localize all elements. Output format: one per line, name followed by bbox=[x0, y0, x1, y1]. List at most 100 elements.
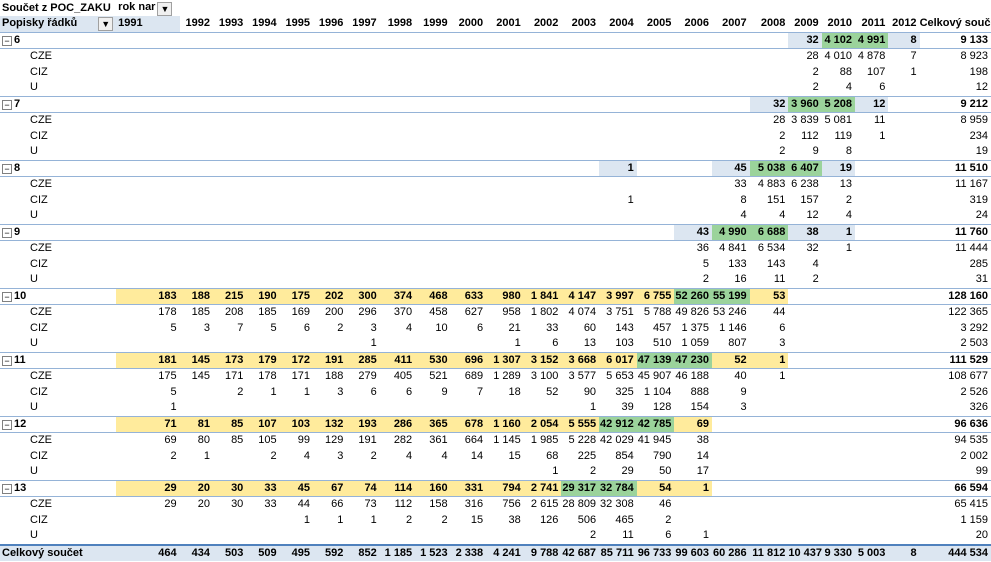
group-total-cell bbox=[246, 31, 280, 49]
group-label[interactable]: −7 bbox=[0, 95, 117, 113]
detail-label[interactable]: CIZ bbox=[30, 129, 48, 142]
detail-cell bbox=[486, 528, 524, 545]
detail-label[interactable]: CZE bbox=[30, 370, 52, 383]
group-total-cell: 6 755 bbox=[636, 287, 675, 305]
detail-cell bbox=[712, 65, 750, 81]
detail-label[interactable]: CIZ bbox=[30, 321, 48, 334]
group-label[interactable]: −10 bbox=[0, 287, 117, 305]
detail-cell: 1 bbox=[627, 193, 634, 206]
detail-label[interactable]: CZE bbox=[30, 178, 52, 191]
group-label[interactable]: −6 bbox=[0, 31, 117, 49]
detail-cell: 8 923 bbox=[960, 50, 988, 63]
collapse-minus-icon[interactable]: − bbox=[2, 483, 12, 494]
collapse-minus-icon[interactable]: − bbox=[2, 35, 12, 46]
grand-total-cell: 509 bbox=[246, 543, 280, 561]
collapse-minus-icon[interactable]: − bbox=[2, 227, 12, 238]
collapse-minus-icon[interactable]: − bbox=[2, 163, 12, 174]
group-total-cell: 6 688 bbox=[749, 223, 789, 241]
collapse-minus-icon[interactable]: − bbox=[2, 355, 12, 366]
detail-cell bbox=[674, 208, 712, 224]
collapse-minus-icon[interactable]: − bbox=[2, 419, 12, 430]
detail-cell bbox=[246, 241, 279, 257]
detail-label[interactable]: CZE bbox=[30, 434, 52, 447]
detail-cell bbox=[712, 49, 750, 65]
detail-cell bbox=[415, 129, 450, 145]
group-total-cell: 285 bbox=[346, 351, 380, 369]
group-label[interactable]: −11 bbox=[0, 351, 117, 369]
detail-cell bbox=[712, 433, 750, 449]
detail-row: CZE 28 4 010 4 878 7 8 923 bbox=[0, 49, 991, 65]
group-total-cell: 9 133 bbox=[919, 31, 991, 49]
detail-cell bbox=[246, 513, 279, 529]
column-field-cell[interactable]: rok nar ▼ bbox=[116, 0, 179, 16]
filter-dropdown-icon[interactable]: ▼ bbox=[98, 16, 114, 31]
detail-cell bbox=[116, 193, 179, 209]
detail-cell bbox=[524, 113, 562, 129]
detail-label[interactable]: U bbox=[30, 401, 38, 414]
collapse-minus-icon[interactable]: − bbox=[2, 99, 12, 110]
group-total-cell bbox=[561, 31, 600, 49]
detail-label[interactable]: CZE bbox=[30, 114, 52, 127]
group-label[interactable]: −13 bbox=[0, 479, 117, 497]
detail-label[interactable]: CIZ bbox=[30, 193, 48, 206]
detail-cell: 2 bbox=[441, 513, 448, 526]
detail-cell: 10 bbox=[435, 321, 448, 334]
detail-label[interactable]: CZE bbox=[30, 242, 52, 255]
detail-cell bbox=[280, 241, 313, 257]
detail-cell bbox=[380, 272, 415, 288]
detail-label[interactable]: CIZ bbox=[30, 385, 48, 398]
detail-cell: 2 bbox=[779, 129, 786, 142]
group-label[interactable]: −8 bbox=[0, 159, 117, 177]
detail-cell: 208 bbox=[224, 306, 244, 319]
detail-cell: 105 bbox=[258, 434, 277, 447]
detail-cell bbox=[213, 144, 246, 160]
group-total-cell: 2 054 bbox=[523, 415, 562, 433]
detail-cell: 29 bbox=[164, 498, 177, 511]
row-labels-header[interactable]: Popisky řádků ▼ bbox=[0, 16, 117, 33]
detail-label[interactable]: U bbox=[30, 529, 38, 542]
detail-label[interactable]: U bbox=[30, 337, 38, 350]
filter-dropdown-icon[interactable]: ▼ bbox=[157, 2, 173, 16]
group-label[interactable]: −12 bbox=[0, 415, 117, 433]
detail-cell bbox=[855, 513, 888, 529]
detail-cell bbox=[213, 49, 246, 65]
collapse-minus-icon[interactable]: − bbox=[2, 291, 12, 302]
detail-cell: 18 bbox=[508, 385, 521, 398]
detail-cell: 2 bbox=[337, 321, 344, 334]
detail-cell: 3 bbox=[337, 449, 344, 462]
detail-cell bbox=[822, 528, 855, 545]
detail-cell bbox=[415, 464, 450, 480]
detail-label[interactable]: CIZ bbox=[30, 257, 48, 270]
detail-cell: 133 bbox=[728, 257, 747, 270]
group-total-cell bbox=[116, 159, 180, 177]
detail-cell: 169 bbox=[291, 306, 310, 319]
detail-cell: 4 841 bbox=[719, 242, 747, 255]
detail-cell bbox=[313, 177, 346, 193]
detail-label[interactable]: CZE bbox=[30, 498, 52, 511]
detail-cell bbox=[599, 177, 637, 193]
detail-label[interactable]: CZE bbox=[30, 50, 52, 63]
detail-label[interactable]: CIZ bbox=[30, 449, 48, 462]
detail-cell bbox=[855, 497, 888, 513]
group-total-cell: 173 bbox=[212, 351, 247, 369]
detail-cell: 17 bbox=[696, 465, 709, 478]
detail-label[interactable]: CIZ bbox=[30, 65, 48, 78]
group-total-cell bbox=[599, 223, 637, 241]
detail-label[interactable]: U bbox=[30, 145, 38, 158]
detail-cell: 282 bbox=[393, 434, 413, 447]
detail-label[interactable]: U bbox=[30, 273, 38, 286]
detail-cell: 158 bbox=[429, 498, 448, 511]
detail-label[interactable]: CIZ bbox=[30, 513, 48, 526]
detail-label[interactable]: CZE bbox=[30, 306, 52, 319]
detail-cell: 66 bbox=[331, 498, 344, 511]
year-header: 2003 bbox=[561, 16, 600, 33]
group-label[interactable]: −9 bbox=[0, 223, 117, 241]
detail-cell bbox=[180, 177, 213, 193]
detail-label[interactable]: U bbox=[30, 465, 38, 478]
detail-cell: 12 bbox=[806, 209, 819, 222]
detail-label[interactable]: U bbox=[30, 81, 38, 94]
detail-label[interactable]: U bbox=[30, 209, 38, 222]
detail-cell: 1 bbox=[270, 385, 277, 398]
detail-cell: 68 bbox=[546, 449, 559, 462]
group-total-cell bbox=[179, 95, 213, 113]
